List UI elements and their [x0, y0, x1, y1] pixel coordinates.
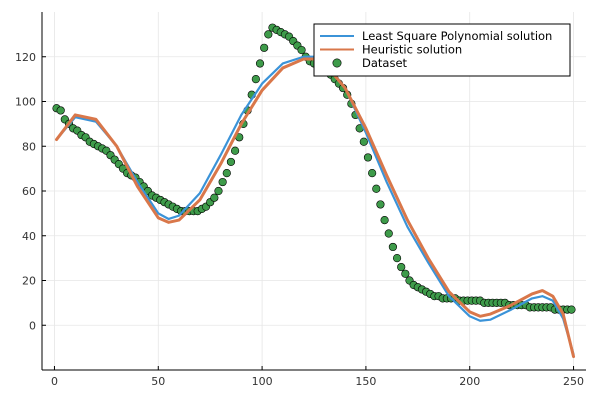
data-point	[397, 262, 406, 272]
data-point	[384, 229, 393, 238]
legend: Least Square Polynomial solutionHeuristi…	[313, 23, 571, 77]
data-point	[380, 215, 389, 225]
data-point	[214, 186, 223, 196]
data-point	[359, 137, 368, 146]
data-point	[567, 305, 576, 314]
legend-label: Least Square Polynomial solution	[362, 29, 552, 43]
data-point	[388, 242, 398, 252]
data-point	[363, 153, 373, 162]
data-point	[260, 43, 269, 52]
x-tick-label: 200	[459, 375, 480, 388]
legend-label: Dataset	[362, 56, 408, 70]
data-point	[401, 269, 410, 278]
data-point	[376, 200, 385, 209]
legend-label: Heuristic solution	[362, 43, 462, 57]
series-heuristic-line	[55, 57, 576, 359]
x-tick-label: 0	[51, 375, 58, 388]
data-point	[210, 193, 219, 202]
y-tick-label: 60	[22, 185, 36, 198]
data-point	[251, 75, 260, 84]
x-tick-label: 50	[151, 375, 165, 388]
axes: 0 50 100 150 200 250 0 20 40 60 80 100 120	[15, 12, 586, 388]
data-point	[392, 254, 402, 263]
y-tick-label: 40	[22, 230, 36, 243]
data-point	[218, 177, 227, 187]
data-point	[368, 169, 377, 178]
y-tick-label: 100	[15, 96, 36, 109]
data-point	[297, 45, 306, 55]
data-point	[230, 146, 240, 155]
data-point	[222, 169, 231, 178]
x-tick-label: 250	[563, 375, 584, 388]
x-tick-label: 150	[355, 375, 376, 388]
data-point	[226, 157, 236, 167]
legend-box	[313, 23, 571, 77]
y-tick-label: 0	[29, 319, 36, 332]
x-tick-label: 100	[252, 375, 273, 388]
data-point	[255, 59, 265, 68]
data-point	[264, 30, 273, 39]
y-tick-label: 120	[15, 51, 36, 64]
data-point	[56, 106, 65, 115]
data-point	[372, 184, 381, 193]
y-tick-label: 20	[22, 275, 36, 288]
legend-swatch	[332, 58, 342, 68]
y-tick-label: 80	[22, 140, 36, 153]
